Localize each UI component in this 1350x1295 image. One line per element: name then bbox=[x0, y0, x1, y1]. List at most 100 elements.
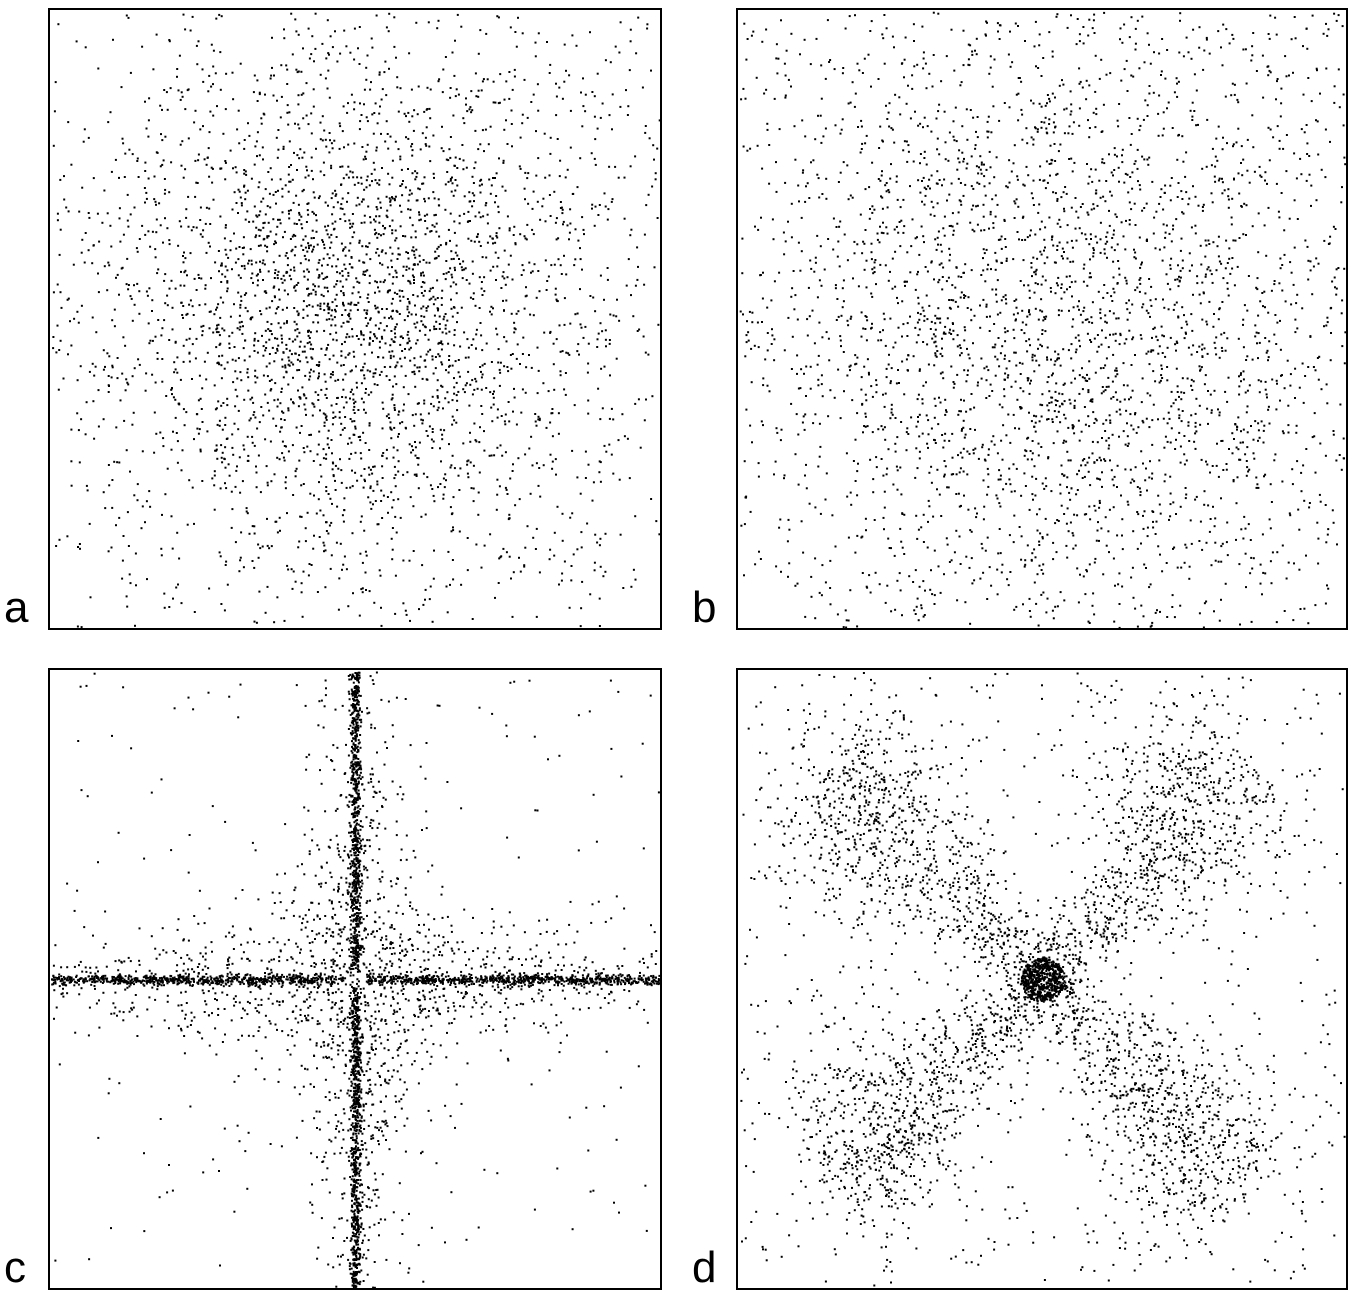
scatter-a-point-2313 bbox=[414, 385, 417, 388]
scatter-b-point-1049 bbox=[1111, 380, 1114, 383]
scatter-b-point-1074 bbox=[1294, 397, 1296, 399]
scatter-b-point-538 bbox=[897, 369, 899, 371]
scatter-b-point-1332 bbox=[1167, 411, 1170, 414]
scatter-b-point-89 bbox=[885, 226, 888, 229]
scatter-a-point-1418 bbox=[420, 418, 423, 421]
scatter-a-point-750 bbox=[291, 235, 294, 238]
scatter-b-point-172 bbox=[804, 474, 806, 477]
scatter-b-point-1440 bbox=[1168, 232, 1171, 235]
scatter-a-point-2948 bbox=[77, 321, 80, 324]
scatter-b-point-941 bbox=[1017, 205, 1020, 208]
scatter-a-point-2657 bbox=[424, 136, 427, 139]
scatter-a-point-1359 bbox=[442, 407, 444, 410]
scatter-a-point-1 bbox=[320, 347, 323, 350]
scatter-b-point-66 bbox=[1132, 336, 1135, 339]
scatter-b-point-642 bbox=[1210, 273, 1213, 276]
scatter-a-point-3353 bbox=[523, 307, 526, 310]
scatter-b-point-410 bbox=[1005, 434, 1008, 437]
scatter-a-point-3389 bbox=[253, 74, 256, 77]
scatter-a-point-2270 bbox=[423, 402, 426, 405]
scatter-a-point-295 bbox=[601, 407, 604, 410]
scatter-b-point-199 bbox=[989, 383, 992, 386]
scatter-b-point-1517 bbox=[1285, 577, 1288, 580]
scatter-b-point-1092 bbox=[1284, 300, 1287, 303]
scatter-a-point-3245 bbox=[637, 16, 640, 19]
scatter-a-point-1761 bbox=[556, 138, 559, 140]
scatter-b-point-998 bbox=[1105, 439, 1108, 442]
scatter-a-point-2154 bbox=[327, 312, 330, 315]
scatter-b-point-32 bbox=[1215, 353, 1218, 356]
scatter-b-point-1191 bbox=[1089, 484, 1092, 487]
scatter-b-point-462 bbox=[954, 286, 957, 289]
scatter-b-point-440 bbox=[1030, 379, 1032, 382]
scatter-b-point-211 bbox=[1326, 584, 1328, 587]
scatter-b-point-1218 bbox=[1030, 136, 1033, 139]
scatter-b-point-746 bbox=[1031, 353, 1034, 356]
scatter-a-point-860 bbox=[623, 435, 626, 438]
scatter-a-point-2727 bbox=[608, 339, 611, 341]
scatter-a-point-2757 bbox=[308, 434, 311, 436]
scatter-a-point-2274 bbox=[342, 520, 345, 523]
scatter-b-point-293 bbox=[912, 355, 915, 358]
scatter-b-point-1132 bbox=[938, 153, 941, 156]
scatter-b-point-699 bbox=[1213, 389, 1216, 392]
scatter-b-point-1206 bbox=[1113, 291, 1116, 294]
scatter-b-point-1519 bbox=[1021, 216, 1024, 219]
scatter-b-point-1554 bbox=[1339, 403, 1342, 406]
scatter-a-point-3218 bbox=[394, 140, 397, 143]
scatter-a-point-2961 bbox=[113, 460, 116, 463]
scatter-a-point-2516 bbox=[257, 244, 260, 247]
scatter-a-point-1467 bbox=[420, 272, 423, 275]
scatter-a-point-211 bbox=[408, 311, 411, 314]
scatter-a-point-2912 bbox=[266, 481, 269, 484]
scatter-b-point-1453 bbox=[959, 347, 962, 349]
scatter-b-point-703 bbox=[899, 589, 902, 592]
scatter-a-point-2702 bbox=[617, 439, 620, 442]
scatter-a-point-3214 bbox=[166, 467, 169, 470]
scatter-a-point-1241 bbox=[227, 463, 230, 466]
scatter-b-point-1328 bbox=[1124, 468, 1127, 471]
scatter-a-point-2889 bbox=[391, 310, 394, 313]
scatter-a-point-2824 bbox=[309, 244, 312, 247]
scatter-a-point-695 bbox=[520, 274, 523, 276]
scatter-b-point-851 bbox=[1158, 459, 1161, 462]
scatter-a-point-1331 bbox=[147, 322, 150, 325]
scatter-b-point-454 bbox=[971, 228, 974, 231]
scatter-b-point-1158 bbox=[768, 182, 771, 185]
scatter-a-point-13 bbox=[448, 443, 450, 446]
scatter-b-point-1368 bbox=[1140, 401, 1143, 404]
scatter-b-point-790 bbox=[1221, 181, 1224, 184]
scatter-a-point-1655 bbox=[280, 337, 283, 340]
scatter-a-point-2565 bbox=[126, 193, 129, 196]
scatter-a-point-1110 bbox=[255, 486, 258, 489]
scatter-a-point-1615 bbox=[243, 172, 246, 175]
scatter-a-point-3010 bbox=[418, 370, 421, 373]
scatter-a-point-2364 bbox=[503, 309, 505, 312]
scatter-a-point-291 bbox=[458, 258, 460, 260]
scatter-a-point-497 bbox=[292, 233, 295, 236]
scatter-a-point-386 bbox=[134, 552, 137, 555]
scatter-b-point-732 bbox=[920, 526, 923, 529]
scatter-b-point-174 bbox=[1187, 346, 1190, 349]
scatter-a-point-2415 bbox=[171, 393, 173, 396]
scatter-a-point-3413 bbox=[58, 538, 61, 541]
scatter-b-point-215 bbox=[1256, 483, 1259, 486]
scatter-a-point-2086 bbox=[344, 416, 347, 418]
scatter-a-point-841 bbox=[116, 377, 119, 380]
scatter-a-point-1712 bbox=[368, 282, 371, 285]
scatter-a-point-142 bbox=[467, 356, 470, 359]
scatter-a-point-680 bbox=[411, 274, 414, 277]
scatter-a-point-801 bbox=[218, 355, 221, 358]
scatter-plot-b bbox=[739, 11, 1346, 628]
scatter-a-point-2216 bbox=[315, 230, 318, 233]
scatter-b-point-1318 bbox=[1244, 391, 1247, 394]
scatter-a-point-1827 bbox=[283, 445, 286, 447]
scatter-a-point-2054 bbox=[413, 282, 415, 284]
scatter-a-point-453 bbox=[213, 474, 216, 477]
scatter-b-point-1560 bbox=[1130, 424, 1133, 427]
scatter-b-point-198 bbox=[1073, 161, 1076, 164]
scatter-a-point-2577 bbox=[83, 128, 86, 131]
scatter-b-point-453 bbox=[1068, 491, 1071, 494]
scatter-a-point-99 bbox=[341, 165, 344, 168]
scatter-a-point-2021 bbox=[373, 465, 376, 468]
